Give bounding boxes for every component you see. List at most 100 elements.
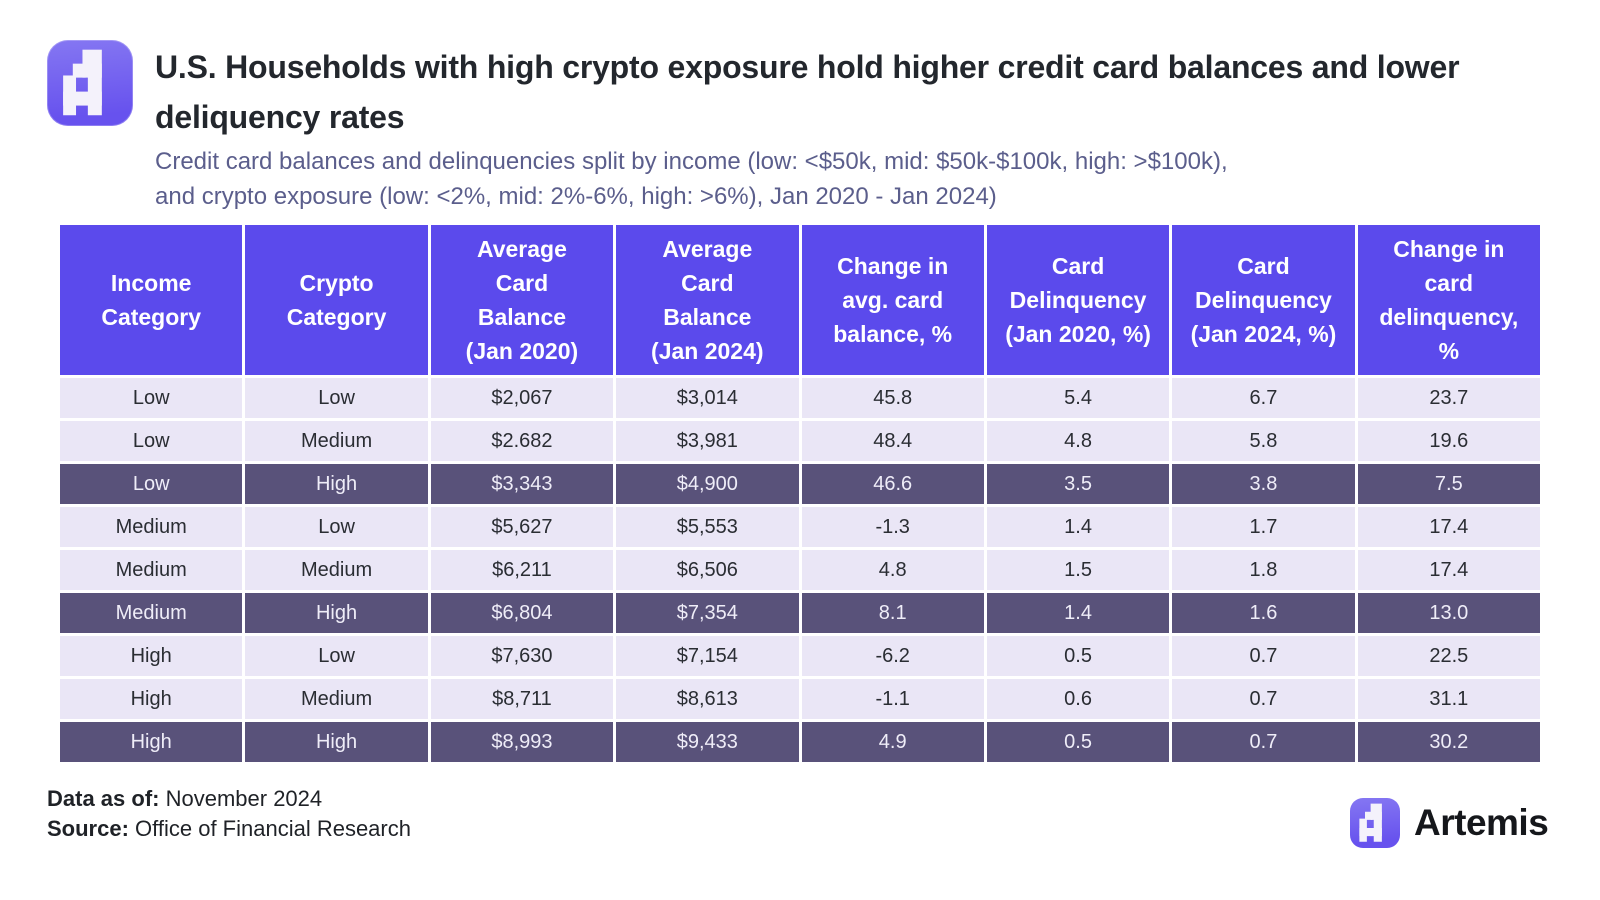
table-cell: 4.8 [801,550,984,590]
table-cell: $6,211 [430,550,614,590]
table-cell: Medium [60,550,243,590]
table-cell: $8,613 [616,679,799,719]
table-cell: 0.7 [1172,679,1355,719]
table-cell: 1.5 [986,550,1170,590]
table-cell: $7,154 [616,636,799,676]
table-cell: 19.6 [1357,421,1540,461]
crypto-credit-table: Income Category Crypto Category Average Ca… [57,222,1543,765]
artemis-logo [47,40,133,126]
table-cell: 0.7 [1172,722,1355,762]
table-cell: High [60,636,243,676]
table-cell: 48.4 [801,421,984,461]
column-header: Change in card delinquency, % [1357,225,1540,375]
table-cell: 8.1 [801,593,984,633]
table-body: Low Low $2,067 $3,014 45.8 5.4 6.7 23.7 Low Mediu… [60,378,1540,762]
page-subtitle-line2: and crypto exposure (low: <2%, mid: 2%-6… [155,183,997,210]
table-cell: -6.2 [801,636,984,676]
page-title: U.S. Households with high crypto exposur… [155,49,1460,135]
table-cell: 23.7 [1357,378,1540,418]
table-cell: Medium [60,507,243,547]
table-cell: 0.6 [986,679,1170,719]
table-cell: $7,354 [616,593,799,633]
table-cell: 3.5 [986,464,1170,504]
table-cell: 0.5 [986,722,1170,762]
data-as-of-label: Data as of: [47,786,160,811]
table-cell: $6,804 [430,593,614,633]
table-cell: Medium [60,593,243,633]
table-cell: Low [60,464,243,504]
table-row: Medium High $6,804 $7,354 8.1 1.4 1.6 13.0 [60,593,1540,633]
table-cell: 5.4 [986,378,1170,418]
table-cell: Low [60,421,243,461]
footnote: Data as of: November 2024 Source: Office… [47,784,411,844]
table-cell: $2,067 [430,378,614,418]
page-subtitle-line1: Credit card balances and delinquencies s… [155,148,1228,175]
table-cell: High [60,722,243,762]
table-cell: 17.4 [1357,507,1540,547]
table-cell: 0.7 [1172,636,1355,676]
table-cell: $5,553 [616,507,799,547]
artemis-logo-small [1350,798,1400,848]
table-cell: 17.4 [1357,550,1540,590]
table-cell: 13.0 [1357,593,1540,633]
table-cell: Low [245,378,428,418]
column-header: Income Category [60,225,243,375]
table-cell: 5.8 [1172,421,1355,461]
column-header: Change in avg. card balance, % [801,225,984,375]
source-value: Office of Financial Research [128,816,411,841]
table-row: High Low $7,630 $7,154 -6.2 0.5 0.7 22.5 [60,636,1540,676]
table-cell: 6.7 [1172,378,1355,418]
column-header: Average Card Balance (Jan 2020) [430,225,614,375]
table-cell: $5,627 [430,507,614,547]
table-cell: High [60,679,243,719]
table-row: Low Low $2,067 $3,014 45.8 5.4 6.7 23.7 [60,378,1540,418]
table-head: Income Category Crypto Category Average Ca… [60,225,1540,375]
data-as-of-value: November 2024 [159,786,323,811]
table-cell: 1.4 [986,593,1170,633]
table-cell: Low [245,636,428,676]
table-cell: $8,711 [430,679,614,719]
table-cell: 46.6 [801,464,984,504]
table-cell: 1.4 [986,507,1170,547]
table-header-row: Income Category Crypto Category Average Ca… [60,225,1540,375]
table-cell: $9,433 [616,722,799,762]
table-cell: 1.6 [1172,593,1355,633]
table-cell: -1.3 [801,507,984,547]
table-cell: $3,981 [616,421,799,461]
table-row: Low High $3,343 $4,900 46.6 3.5 3.8 7.5 [60,464,1540,504]
table-cell: $8,993 [430,722,614,762]
table-cell: 0.5 [986,636,1170,676]
table-cell: $7,630 [430,636,614,676]
brand-name: Artemis [1414,802,1549,843]
source-line: Source: Office of Financial Research [47,814,411,844]
table-cell: High [245,464,428,504]
column-header: Crypto Category [245,225,428,375]
table-cell: High [245,722,428,762]
table-cell: $6,506 [616,550,799,590]
table-row: Medium Medium $6,211 $6,506 4.8 1.5 1.8 17.4 [60,550,1540,590]
table-cell: 45.8 [801,378,984,418]
table-cell: 3.8 [1172,464,1355,504]
table-cell: 4.8 [986,421,1170,461]
table-cell: 30.2 [1357,722,1540,762]
source-label: Source: [47,816,129,841]
artemis-pixel-a-icon [1359,803,1382,842]
table-cell: 22.5 [1357,636,1540,676]
page-subtitle: Credit card balances and delinquencies s… [155,144,1555,214]
artemis-brand: Artemis [1350,798,1549,848]
table-cell: High [245,593,428,633]
table-cell: Medium [245,421,428,461]
column-header: Card Delinquency (Jan 2020, %) [986,225,1170,375]
table-cell: $3,014 [616,378,799,418]
table-row: Low Medium $2.682 $3,981 48.4 4.8 5.8 19.6 [60,421,1540,461]
data-as-of-line: Data as of: November 2024 [47,784,411,814]
table-row: Medium Low $5,627 $5,553 -1.3 1.4 1.7 17.4 [60,507,1540,547]
column-header: Card Delinquency (Jan 2024, %) [1172,225,1355,375]
table-cell: 31.1 [1357,679,1540,719]
table-cell: Medium [245,550,428,590]
table-cell: 1.7 [1172,507,1355,547]
table-cell: Low [245,507,428,547]
column-header: Average Card Balance (Jan 2024) [616,225,799,375]
table-cell: 4.9 [801,722,984,762]
table-row: High Medium $8,711 $8,613 -1.1 0.6 0.7 31.1 [60,679,1540,719]
